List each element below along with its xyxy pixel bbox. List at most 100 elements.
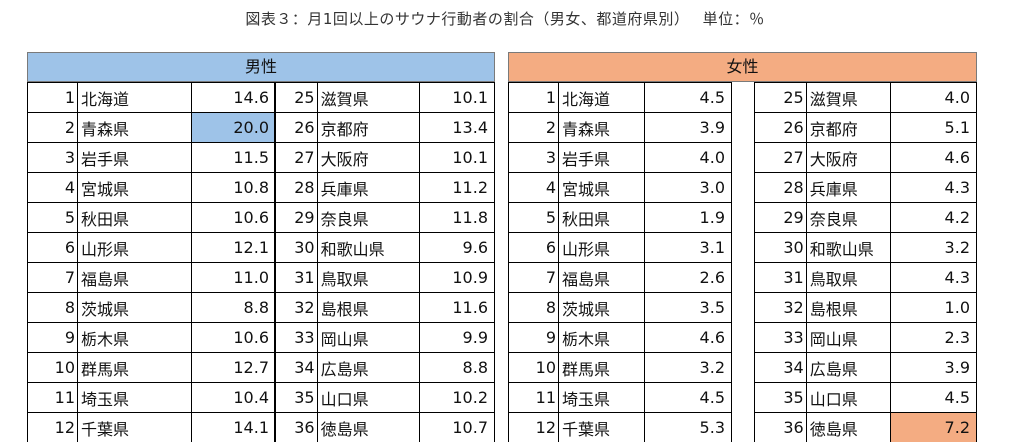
rank-cell: 25 <box>754 82 807 113</box>
table-row: 12 千葉県 14.1 <box>27 412 276 442</box>
value-cell: 11.6 <box>419 292 495 323</box>
table-row: 3 岩手県 4.0 <box>508 142 732 173</box>
value-cell: 1.0 <box>889 292 978 323</box>
prefecture-cell: 兵庫県 <box>316 172 421 203</box>
value-cell: 4.2 <box>889 202 978 233</box>
prefecture-cell: 宮城県 <box>77 172 192 203</box>
male-panel: 男性 1 北海道 14.6 2 青森県 20.0 3 岩手県 11.5 4 宮城県 10.8 5 秋田県 1… <box>27 52 495 442</box>
table-row: 36 徳島県 7.2 <box>754 412 978 442</box>
prefecture-cell: 広島県 <box>316 352 421 383</box>
prefecture-cell: 京都府 <box>316 112 421 143</box>
value-cell: 10.1 <box>419 142 495 173</box>
table-row: 29 奈良県 11.8 <box>274 202 495 233</box>
prefecture-cell: 山形県 <box>77 232 192 263</box>
female-table-left: 1 北海道 4.5 2 青森県 3.9 3 岩手県 4.0 4 宮城県 3.0 5 秋田県 1.9 6 山形県 3… <box>508 82 732 442</box>
value-cell: 4.6 <box>889 142 978 173</box>
rank-cell: 5 <box>508 202 559 233</box>
rank-cell: 7 <box>27 262 78 293</box>
rank-cell: 30 <box>274 232 318 263</box>
table-row: 33 岡山県 9.9 <box>274 322 495 353</box>
prefecture-cell: 群馬県 <box>558 352 645 383</box>
value-cell: 10.7 <box>419 412 495 442</box>
prefecture-cell: 岡山県 <box>316 322 421 353</box>
prefecture-cell: 島根県 <box>316 292 421 323</box>
prefecture-cell: 千葉県 <box>558 412 645 442</box>
table-row: 36 徳島県 10.7 <box>274 412 495 442</box>
table-row: 9 栃木県 10.6 <box>27 322 276 353</box>
rank-cell: 28 <box>274 172 318 203</box>
rank-cell: 6 <box>27 232 78 263</box>
table-row: 35 山口県 4.5 <box>754 382 978 413</box>
prefecture-cell: 滋賀県 <box>316 82 421 113</box>
prefecture-cell: 埼玉県 <box>77 382 192 413</box>
prefecture-cell: 青森県 <box>558 112 645 143</box>
rank-cell: 32 <box>274 292 318 323</box>
value-cell: 2.6 <box>644 262 732 293</box>
prefecture-cell: 秋田県 <box>77 202 192 233</box>
value-cell: 8.8 <box>419 352 495 383</box>
value-cell: 3.2 <box>889 232 978 263</box>
rank-cell: 10 <box>27 352 78 383</box>
prefecture-cell: 和歌山県 <box>316 232 421 263</box>
value-cell: 4.3 <box>889 262 978 293</box>
table-row: 25 滋賀県 10.1 <box>274 82 495 113</box>
prefecture-cell: 滋賀県 <box>805 82 891 113</box>
prefecture-cell: 大阪府 <box>805 142 891 173</box>
prefecture-cell: 岩手県 <box>77 142 192 173</box>
prefecture-cell: 栃木県 <box>77 322 192 353</box>
rank-cell: 4 <box>508 172 559 203</box>
table-row: 30 和歌山県 9.6 <box>274 232 495 263</box>
table-row: 35 山口県 10.2 <box>274 382 495 413</box>
prefecture-cell: 群馬県 <box>77 352 192 383</box>
table-row: 28 兵庫県 11.2 <box>274 172 495 203</box>
value-cell: 4.5 <box>644 382 732 413</box>
rank-cell: 28 <box>754 172 807 203</box>
value-cell: 14.1 <box>191 412 276 442</box>
table-row: 3 岩手県 11.5 <box>27 142 276 173</box>
rank-cell: 25 <box>274 82 318 113</box>
table-row: 32 島根県 1.0 <box>754 292 978 323</box>
rank-cell: 2 <box>508 112 559 143</box>
value-cell: 11.0 <box>191 262 276 293</box>
rank-cell: 35 <box>754 382 807 413</box>
value-cell: 4.3 <box>889 172 978 203</box>
table-row: 9 栃木県 4.6 <box>508 322 732 353</box>
rank-cell: 34 <box>754 352 807 383</box>
table-row: 1 北海道 4.5 <box>508 82 732 113</box>
rank-cell: 9 <box>27 322 78 353</box>
prefecture-cell: 茨城県 <box>558 292 645 323</box>
table-row: 4 宮城県 10.8 <box>27 172 276 203</box>
prefecture-cell: 栃木県 <box>558 322 645 353</box>
prefecture-cell: 和歌山県 <box>805 232 891 263</box>
female-panel: 女性 1 北海道 4.5 2 青森県 3.9 3 岩手県 4.0 4 宮城県 3.0 5 秋田県 1.9 6 山… <box>508 52 978 442</box>
rank-cell: 11 <box>27 382 78 413</box>
value-cell: 13.4 <box>419 112 495 143</box>
prefecture-cell: 島根県 <box>805 292 891 323</box>
rank-cell: 3 <box>508 142 559 173</box>
table-row: 30 和歌山県 3.2 <box>754 232 978 263</box>
rank-cell: 29 <box>754 202 807 233</box>
prefecture-cell: 奈良県 <box>805 202 891 233</box>
rank-cell: 5 <box>27 202 78 233</box>
prefecture-cell: 京都府 <box>805 112 891 143</box>
value-cell: 4.5 <box>644 82 732 113</box>
table-row: 31 鳥取県 4.3 <box>754 262 978 293</box>
value-cell: 12.7 <box>191 352 276 383</box>
male-table-right: 25 滋賀県 10.1 26 京都府 13.4 27 大阪府 10.1 28 兵庫県 11.2 29 奈良… <box>274 82 495 442</box>
table-row: 6 山形県 3.1 <box>508 232 732 263</box>
table-row: 28 兵庫県 4.3 <box>754 172 978 203</box>
rank-cell: 6 <box>508 232 559 263</box>
prefecture-cell: 奈良県 <box>316 202 421 233</box>
value-cell: 4.6 <box>644 322 732 353</box>
prefecture-cell: 広島県 <box>805 352 891 383</box>
rank-cell: 27 <box>274 142 318 173</box>
prefecture-cell: 岡山県 <box>805 322 891 353</box>
table-row: 8 茨城県 8.8 <box>27 292 276 323</box>
value-cell: 5.3 <box>644 412 732 442</box>
rank-cell: 1 <box>508 82 559 113</box>
prefecture-cell: 秋田県 <box>558 202 645 233</box>
prefecture-cell: 大阪府 <box>316 142 421 173</box>
value-cell: 10.4 <box>191 382 276 413</box>
table-row: 26 京都府 13.4 <box>274 112 495 143</box>
value-cell: 9.9 <box>419 322 495 353</box>
